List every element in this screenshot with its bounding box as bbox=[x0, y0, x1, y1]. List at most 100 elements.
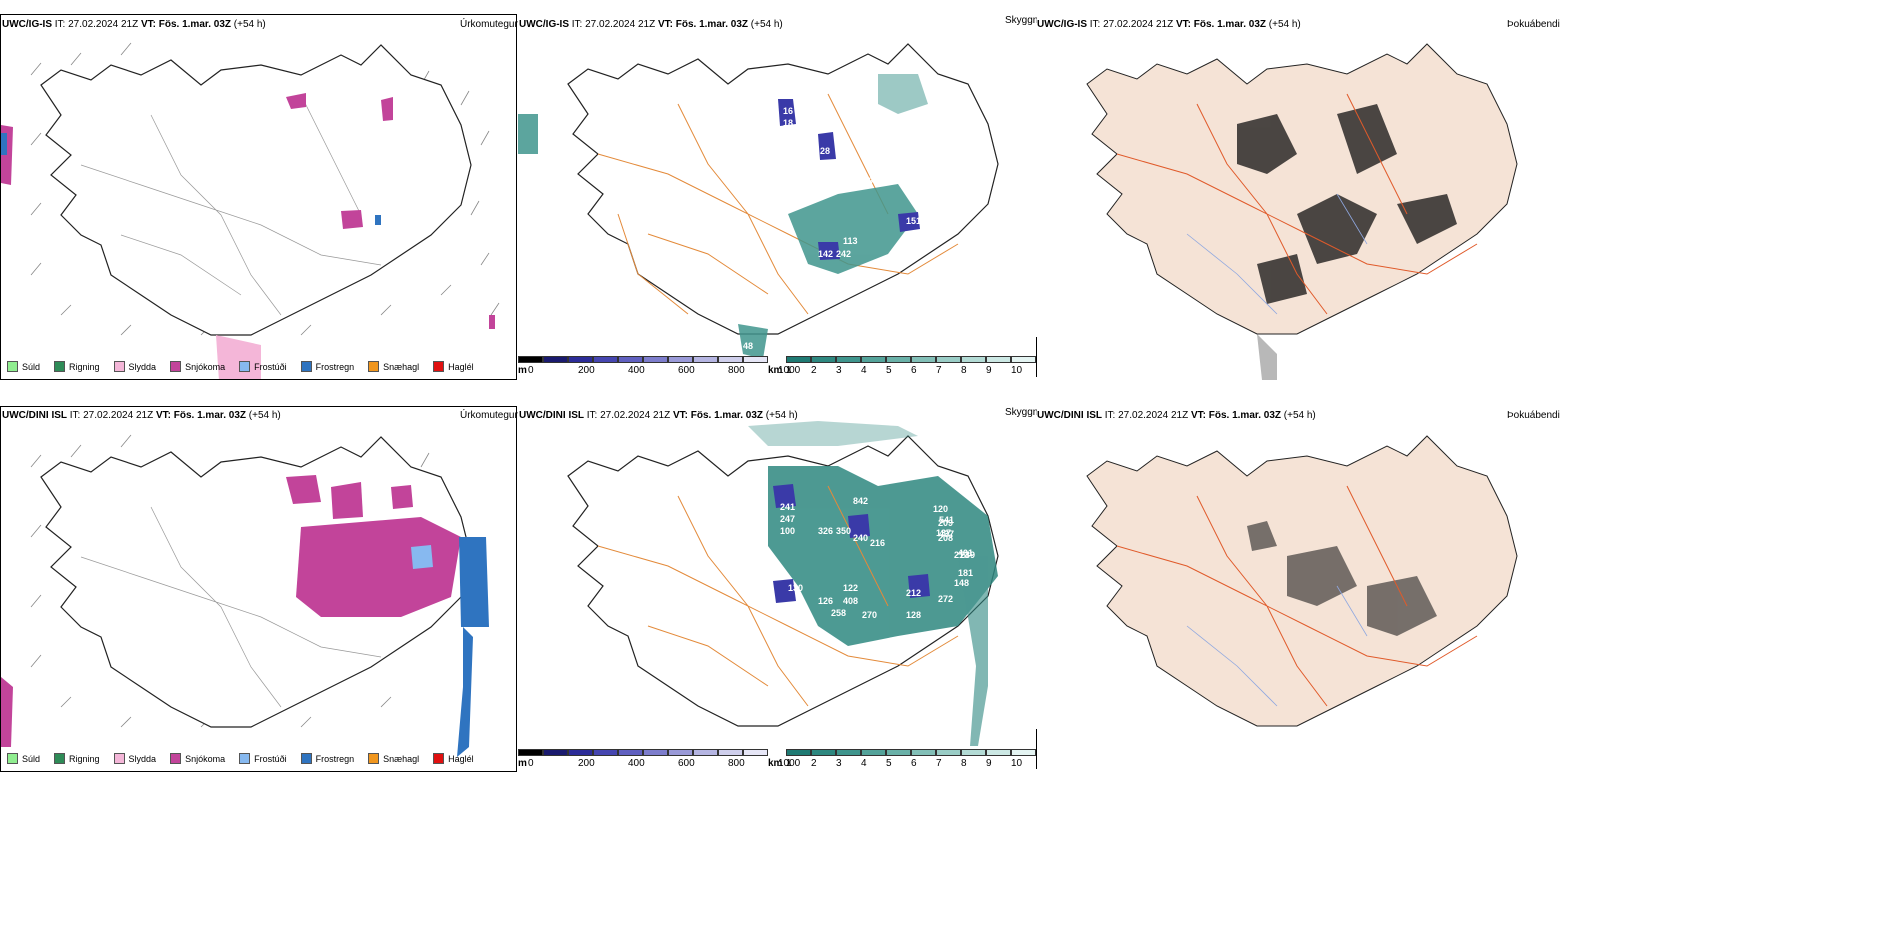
legend-swatch bbox=[368, 361, 380, 372]
legend-label: Snæhagl bbox=[383, 753, 420, 764]
colorbar-segment-m bbox=[643, 356, 668, 363]
tick-label-km: 7 bbox=[936, 758, 942, 769]
tick-label-km: 1 bbox=[786, 758, 792, 769]
visibility-panel-row2: 842 241 247 100 326 350 240 216 137 209 208 401 120 5… bbox=[518, 406, 1036, 772]
legend-item: Rigning bbox=[54, 361, 100, 372]
legend-label: Snæhagl bbox=[383, 361, 420, 372]
visibility-value-label: 128 bbox=[906, 610, 921, 620]
rivers bbox=[1186, 585, 1368, 707]
visibility-value-label: 326 bbox=[818, 526, 833, 536]
visibility-value-label: 181 bbox=[958, 568, 973, 578]
visibility-value-label: 240 bbox=[853, 533, 868, 543]
iceland-coastline bbox=[40, 44, 472, 336]
visibility-value-label: 541 bbox=[939, 515, 954, 525]
iceland-landmass bbox=[1086, 43, 1518, 335]
header-cloud-row1: UWC/IG-IS IT: 27.02.2024 21Z VT: Fös. 1.… bbox=[1037, 19, 1301, 30]
colorbar-segment-km bbox=[786, 749, 811, 756]
colorbar-segment-km bbox=[811, 356, 836, 363]
colorbar-segment-m bbox=[618, 749, 643, 756]
legend-label: Slydda bbox=[128, 361, 157, 372]
visibility-value-label: 100 bbox=[780, 526, 795, 536]
tick-label-m: 400 bbox=[628, 758, 645, 769]
colorbar-segment-m bbox=[543, 749, 568, 756]
header-row1: UWC/IG-IS IT: 27.02.2024 21Z VT: Fös. 1.… bbox=[2, 19, 266, 30]
fog-dark-areas bbox=[1247, 521, 1437, 636]
legend-swatch bbox=[433, 753, 445, 764]
colorbar-segment-m bbox=[693, 356, 718, 363]
legend-label: Snjókoma bbox=[185, 361, 226, 372]
visibility-value-label: 272 bbox=[938, 594, 953, 604]
unit-label-km: km bbox=[768, 365, 783, 376]
visibility-value-label: 122 bbox=[843, 583, 858, 593]
legend-swatch bbox=[54, 753, 66, 764]
cloud-map-row1 bbox=[1086, 43, 1518, 380]
tick-label-km: 9 bbox=[986, 365, 992, 376]
legend-item: Rigning bbox=[54, 753, 100, 764]
visibility-title-row1: Skyggni bbox=[1005, 15, 1041, 26]
very-low-visibility-blue bbox=[773, 484, 930, 603]
visibility-value-label: 242 bbox=[836, 249, 851, 259]
visibility-value-label: 136 bbox=[780, 196, 795, 206]
legend-label: Rigning bbox=[69, 361, 100, 372]
colorbar-segment-m bbox=[668, 749, 693, 756]
header-row2: UWC/DINI ISL IT: 27.02.2024 21Z VT: Fös.… bbox=[2, 410, 281, 421]
visibility-value-label: 16 bbox=[783, 106, 793, 116]
tick-label-m: 200 bbox=[578, 365, 595, 376]
header-vis-row1: UWC/IG-IS IT: 27.02.2024 21Z VT: Fös. 1.… bbox=[519, 19, 783, 30]
visibility-value-labels: 16 18 28 29 136 142 151 242 113 48 bbox=[743, 106, 921, 351]
colorbar-segment-km bbox=[886, 356, 911, 363]
visibility-value-label: 270 bbox=[862, 610, 877, 620]
road-network bbox=[80, 506, 382, 708]
colorbar-segment-m bbox=[568, 749, 593, 756]
visibility-value-label: 212 bbox=[906, 588, 921, 598]
tick-label-km: 9 bbox=[986, 758, 992, 769]
cloud-map-row2 bbox=[1086, 435, 1518, 727]
visibility-value-label: 437 bbox=[939, 529, 954, 539]
colorbar-segment-km bbox=[936, 356, 961, 363]
freezing-rain-area bbox=[457, 537, 489, 757]
visibility-value-label: 29 bbox=[863, 176, 873, 186]
legend-swatch bbox=[113, 361, 125, 372]
visibility-value-label: 126 bbox=[818, 596, 833, 606]
colorbar-segment-km bbox=[836, 356, 861, 363]
road-network bbox=[1116, 485, 1478, 707]
colorbar-segment-m bbox=[593, 356, 618, 363]
precip-type-panel-row1: Súld Rigning Slydda Snjókoma Frostúði Frostre… bbox=[0, 14, 517, 380]
colorbar-segment-km bbox=[986, 749, 1011, 756]
visibility-value-label: 18 bbox=[783, 118, 793, 128]
legend-label: Súld bbox=[22, 361, 41, 372]
colorbar-segment-m bbox=[743, 749, 768, 756]
legend-label: Súld bbox=[22, 753, 41, 764]
visibility-value-label: 148 bbox=[954, 578, 969, 588]
visibility-value-label: 130 bbox=[788, 583, 803, 593]
visibility-value-label: 408 bbox=[843, 596, 858, 606]
visibility-value-label: 241 bbox=[780, 502, 795, 512]
road-network bbox=[80, 94, 382, 316]
colorbar-segment-km bbox=[911, 749, 936, 756]
colorbar-segment-km bbox=[1011, 749, 1036, 756]
precip-title-row1: Úrkomutegund bbox=[460, 19, 526, 30]
precip-map-row2 bbox=[1, 434, 489, 757]
visibility-value-label: 213 bbox=[954, 550, 969, 560]
legend-label: Haglél bbox=[448, 753, 474, 764]
cloud-title-row1: Þokuábendi bbox=[1507, 19, 1560, 30]
visibility-value-label: 247 bbox=[780, 514, 795, 524]
iceland-coastline bbox=[40, 436, 472, 728]
cloud-title-row2: Þokuábendi bbox=[1507, 410, 1560, 421]
visibility-panel-row1: 16 18 28 29 136 142 151 242 113 48 bbox=[518, 14, 1036, 380]
legend-swatch bbox=[239, 361, 251, 372]
cloud-panel-row2 bbox=[1037, 406, 1557, 772]
visibility-value-label: 258 bbox=[831, 608, 846, 618]
precip-title-row2: Úrkomutegund bbox=[460, 410, 526, 421]
iceland-coastline bbox=[567, 43, 999, 335]
road-network bbox=[597, 485, 959, 707]
legend-swatch bbox=[170, 361, 182, 372]
visibility-colorbar-row2: m 0 200 400 600 800 1000 km 1 2 3 4 5 6 7 8 9 10 bbox=[518, 749, 1038, 773]
visibility-value-label: 28 bbox=[820, 146, 830, 156]
visibility-value-label: 401 bbox=[958, 548, 973, 558]
legend-item: Frostregn bbox=[300, 753, 354, 764]
unit-label-m: m bbox=[518, 758, 527, 769]
visibility-colorbar-row1: m 0 200 400 600 800 1000 km 1 2 3 4 5 6 7 8 9 10 bbox=[518, 356, 1038, 380]
tick-label-km: 2 bbox=[811, 758, 817, 769]
colorbar-segment-km bbox=[861, 356, 886, 363]
